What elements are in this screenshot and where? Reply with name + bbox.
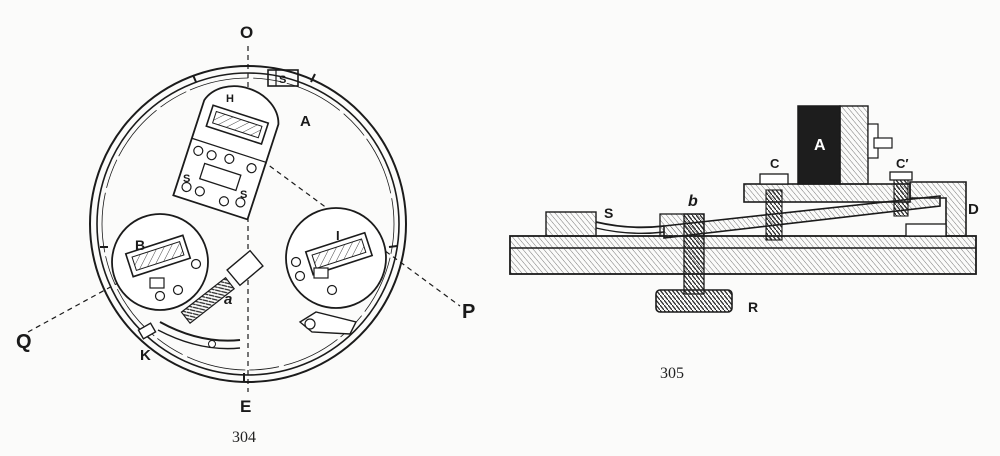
screw-b bbox=[683, 213, 705, 295]
label-I: I bbox=[336, 228, 340, 243]
magnet-A bbox=[797, 105, 841, 185]
label-K: K bbox=[140, 347, 151, 364]
figure-304: O E P Q A H S S S B I K a 304 bbox=[16, 23, 475, 446]
caption-305: 305 bbox=[660, 365, 684, 382]
label-C: C bbox=[770, 156, 780, 171]
label-S-right: S bbox=[240, 189, 247, 201]
lower-right-bracket bbox=[298, 311, 358, 335]
label-A-305: A bbox=[814, 137, 826, 154]
axis-P bbox=[247, 149, 461, 307]
label-B: B bbox=[135, 237, 145, 253]
label-b: b bbox=[688, 193, 698, 210]
label-P: P bbox=[462, 301, 475, 323]
sloped-lever bbox=[663, 195, 941, 239]
axis-Q bbox=[27, 259, 161, 333]
label-S-top: S bbox=[279, 74, 286, 86]
label-C-prime: C′ bbox=[896, 156, 909, 171]
plate-I-assembly bbox=[285, 207, 387, 309]
figure-305: A C C′ D S b R 305 bbox=[509, 105, 979, 382]
label-O: O bbox=[240, 23, 253, 42]
magnet-A-assembly bbox=[172, 85, 280, 221]
caption-304: 304 bbox=[232, 429, 256, 446]
label-a: a bbox=[224, 291, 232, 308]
label-E: E bbox=[240, 397, 251, 416]
plate-B-assembly bbox=[111, 213, 209, 311]
label-Q: Q bbox=[16, 331, 32, 353]
label-H: H bbox=[226, 93, 234, 105]
base-board bbox=[509, 235, 977, 275]
spring-a bbox=[157, 249, 264, 350]
label-S-left: S bbox=[183, 173, 190, 185]
top-terminal-block bbox=[267, 69, 299, 87]
label-S-305: S bbox=[604, 205, 613, 221]
label-A: A bbox=[300, 113, 311, 130]
knob-R bbox=[655, 289, 733, 313]
label-D: D bbox=[968, 201, 979, 218]
label-R: R bbox=[748, 299, 758, 315]
